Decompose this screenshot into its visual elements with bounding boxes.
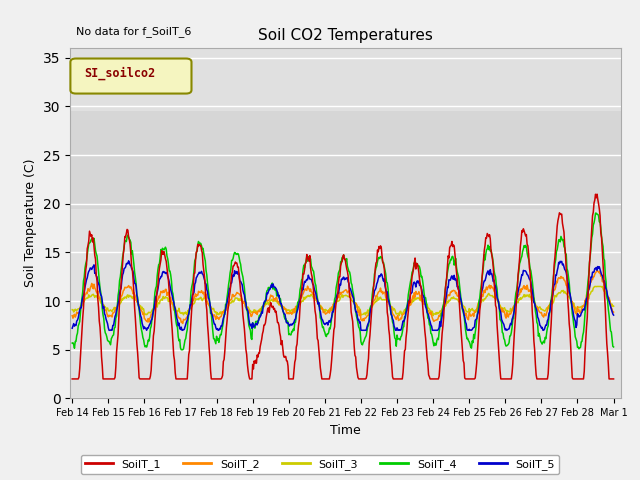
X-axis label: Time: Time xyxy=(330,424,361,437)
Legend: SoilT_1, SoilT_2, SoilT_3, SoilT_4, SoilT_5: SoilT_1, SoilT_2, SoilT_3, SoilT_4, Soil… xyxy=(81,455,559,474)
Text: SI_soilco2: SI_soilco2 xyxy=(84,67,156,80)
Title: Soil CO2 Temperatures: Soil CO2 Temperatures xyxy=(258,28,433,43)
Text: No data for f_SoilT_6: No data for f_SoilT_6 xyxy=(76,26,191,37)
Y-axis label: Soil Temperature (C): Soil Temperature (C) xyxy=(24,159,38,288)
FancyBboxPatch shape xyxy=(70,59,191,94)
Bar xyxy=(70,111,621,209)
